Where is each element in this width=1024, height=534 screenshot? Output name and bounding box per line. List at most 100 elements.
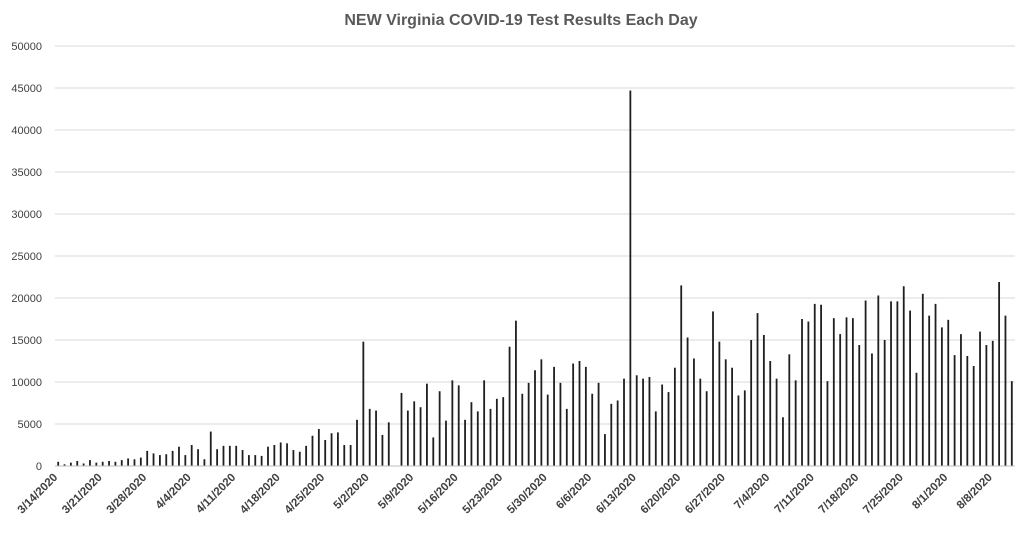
x-tick-label: 3/14/2020 xyxy=(16,472,61,517)
bar xyxy=(368,408,371,466)
bar xyxy=(915,372,918,466)
bar xyxy=(451,380,454,466)
bar xyxy=(432,437,435,466)
bar xyxy=(114,461,117,466)
bar xyxy=(960,334,962,466)
bar xyxy=(712,311,714,466)
bar xyxy=(991,340,994,466)
bar xyxy=(267,446,269,466)
y-tick-label: 25000 xyxy=(11,251,42,263)
bar xyxy=(616,400,619,466)
bar xyxy=(762,334,765,466)
bar xyxy=(877,295,880,466)
bar xyxy=(222,445,225,466)
y-tick-label: 35000 xyxy=(11,167,42,179)
bar xyxy=(801,319,803,466)
bar xyxy=(718,341,721,466)
bar xyxy=(1010,381,1013,466)
bar xyxy=(400,392,403,466)
bar xyxy=(260,455,263,466)
bar xyxy=(76,460,79,466)
x-tick-label: 7/18/2020 xyxy=(817,472,862,517)
bar xyxy=(375,410,377,466)
bar xyxy=(248,455,250,466)
bar xyxy=(438,391,441,466)
y-tick-label: 20000 xyxy=(11,293,42,305)
bar xyxy=(756,313,759,466)
bar xyxy=(146,450,149,466)
bar xyxy=(540,359,543,466)
bar xyxy=(629,90,632,467)
bar xyxy=(108,460,110,466)
bar xyxy=(699,378,702,466)
bar xyxy=(241,450,244,466)
bar xyxy=(743,390,746,466)
bar xyxy=(133,459,136,466)
y-tick-label: 50000 xyxy=(11,41,42,53)
bar xyxy=(178,446,180,466)
bar xyxy=(457,385,460,466)
bar xyxy=(209,431,212,466)
bar xyxy=(1004,315,1007,466)
x-tick-label: 6/20/2020 xyxy=(639,472,684,517)
bar xyxy=(273,445,276,466)
bar xyxy=(254,455,257,466)
chart-title: NEW Virginia COVID-19 Test Results Each … xyxy=(344,12,697,29)
x-tick-label: 3/28/2020 xyxy=(105,472,150,517)
bar xyxy=(686,337,689,466)
bar xyxy=(343,445,346,466)
bar xyxy=(127,458,130,466)
bar xyxy=(406,410,409,466)
bar xyxy=(979,331,981,466)
bar xyxy=(635,375,638,466)
bars xyxy=(57,90,1013,467)
x-tick-label: 5/30/2020 xyxy=(505,472,550,517)
bar xyxy=(197,449,199,466)
bar xyxy=(654,411,657,466)
bar xyxy=(292,450,295,466)
bar xyxy=(788,354,791,466)
bar xyxy=(813,303,816,466)
bar xyxy=(476,411,479,466)
y-tick-label: 5000 xyxy=(18,419,42,431)
y-tick-label: 10000 xyxy=(11,377,42,389)
bar xyxy=(864,300,867,466)
bar xyxy=(584,366,587,466)
bar xyxy=(89,460,91,466)
bar xyxy=(832,318,835,466)
bar xyxy=(387,422,390,466)
bar xyxy=(826,381,829,466)
bar xyxy=(693,358,695,466)
bar xyxy=(82,463,85,466)
bar xyxy=(495,398,498,466)
x-tick-label: 7/4/2020 xyxy=(732,472,772,512)
bar xyxy=(731,367,733,466)
bar xyxy=(508,346,511,466)
x-tick-label: 4/25/2020 xyxy=(283,472,328,517)
x-tick-label: 4/18/2020 xyxy=(238,472,283,517)
bar xyxy=(152,453,155,466)
bar xyxy=(139,457,142,466)
x-tick-label: 6/6/2020 xyxy=(554,472,594,512)
bar xyxy=(120,460,123,466)
bar xyxy=(279,442,282,466)
bar xyxy=(381,434,384,466)
x-tick-label: 5/16/2020 xyxy=(416,472,461,517)
bar xyxy=(57,461,60,466)
bar xyxy=(445,420,447,466)
bar xyxy=(317,429,320,466)
bar xyxy=(165,454,168,466)
bar xyxy=(680,285,683,466)
bar xyxy=(998,282,1001,466)
gridlines xyxy=(55,45,1015,467)
bar xyxy=(858,345,861,466)
bar xyxy=(527,382,530,466)
bar xyxy=(794,380,797,466)
bar xyxy=(972,366,975,466)
bar xyxy=(928,315,931,466)
bar xyxy=(953,355,956,466)
bar xyxy=(673,367,676,466)
bar xyxy=(705,391,708,466)
bar xyxy=(921,293,924,466)
bar xyxy=(464,419,466,466)
